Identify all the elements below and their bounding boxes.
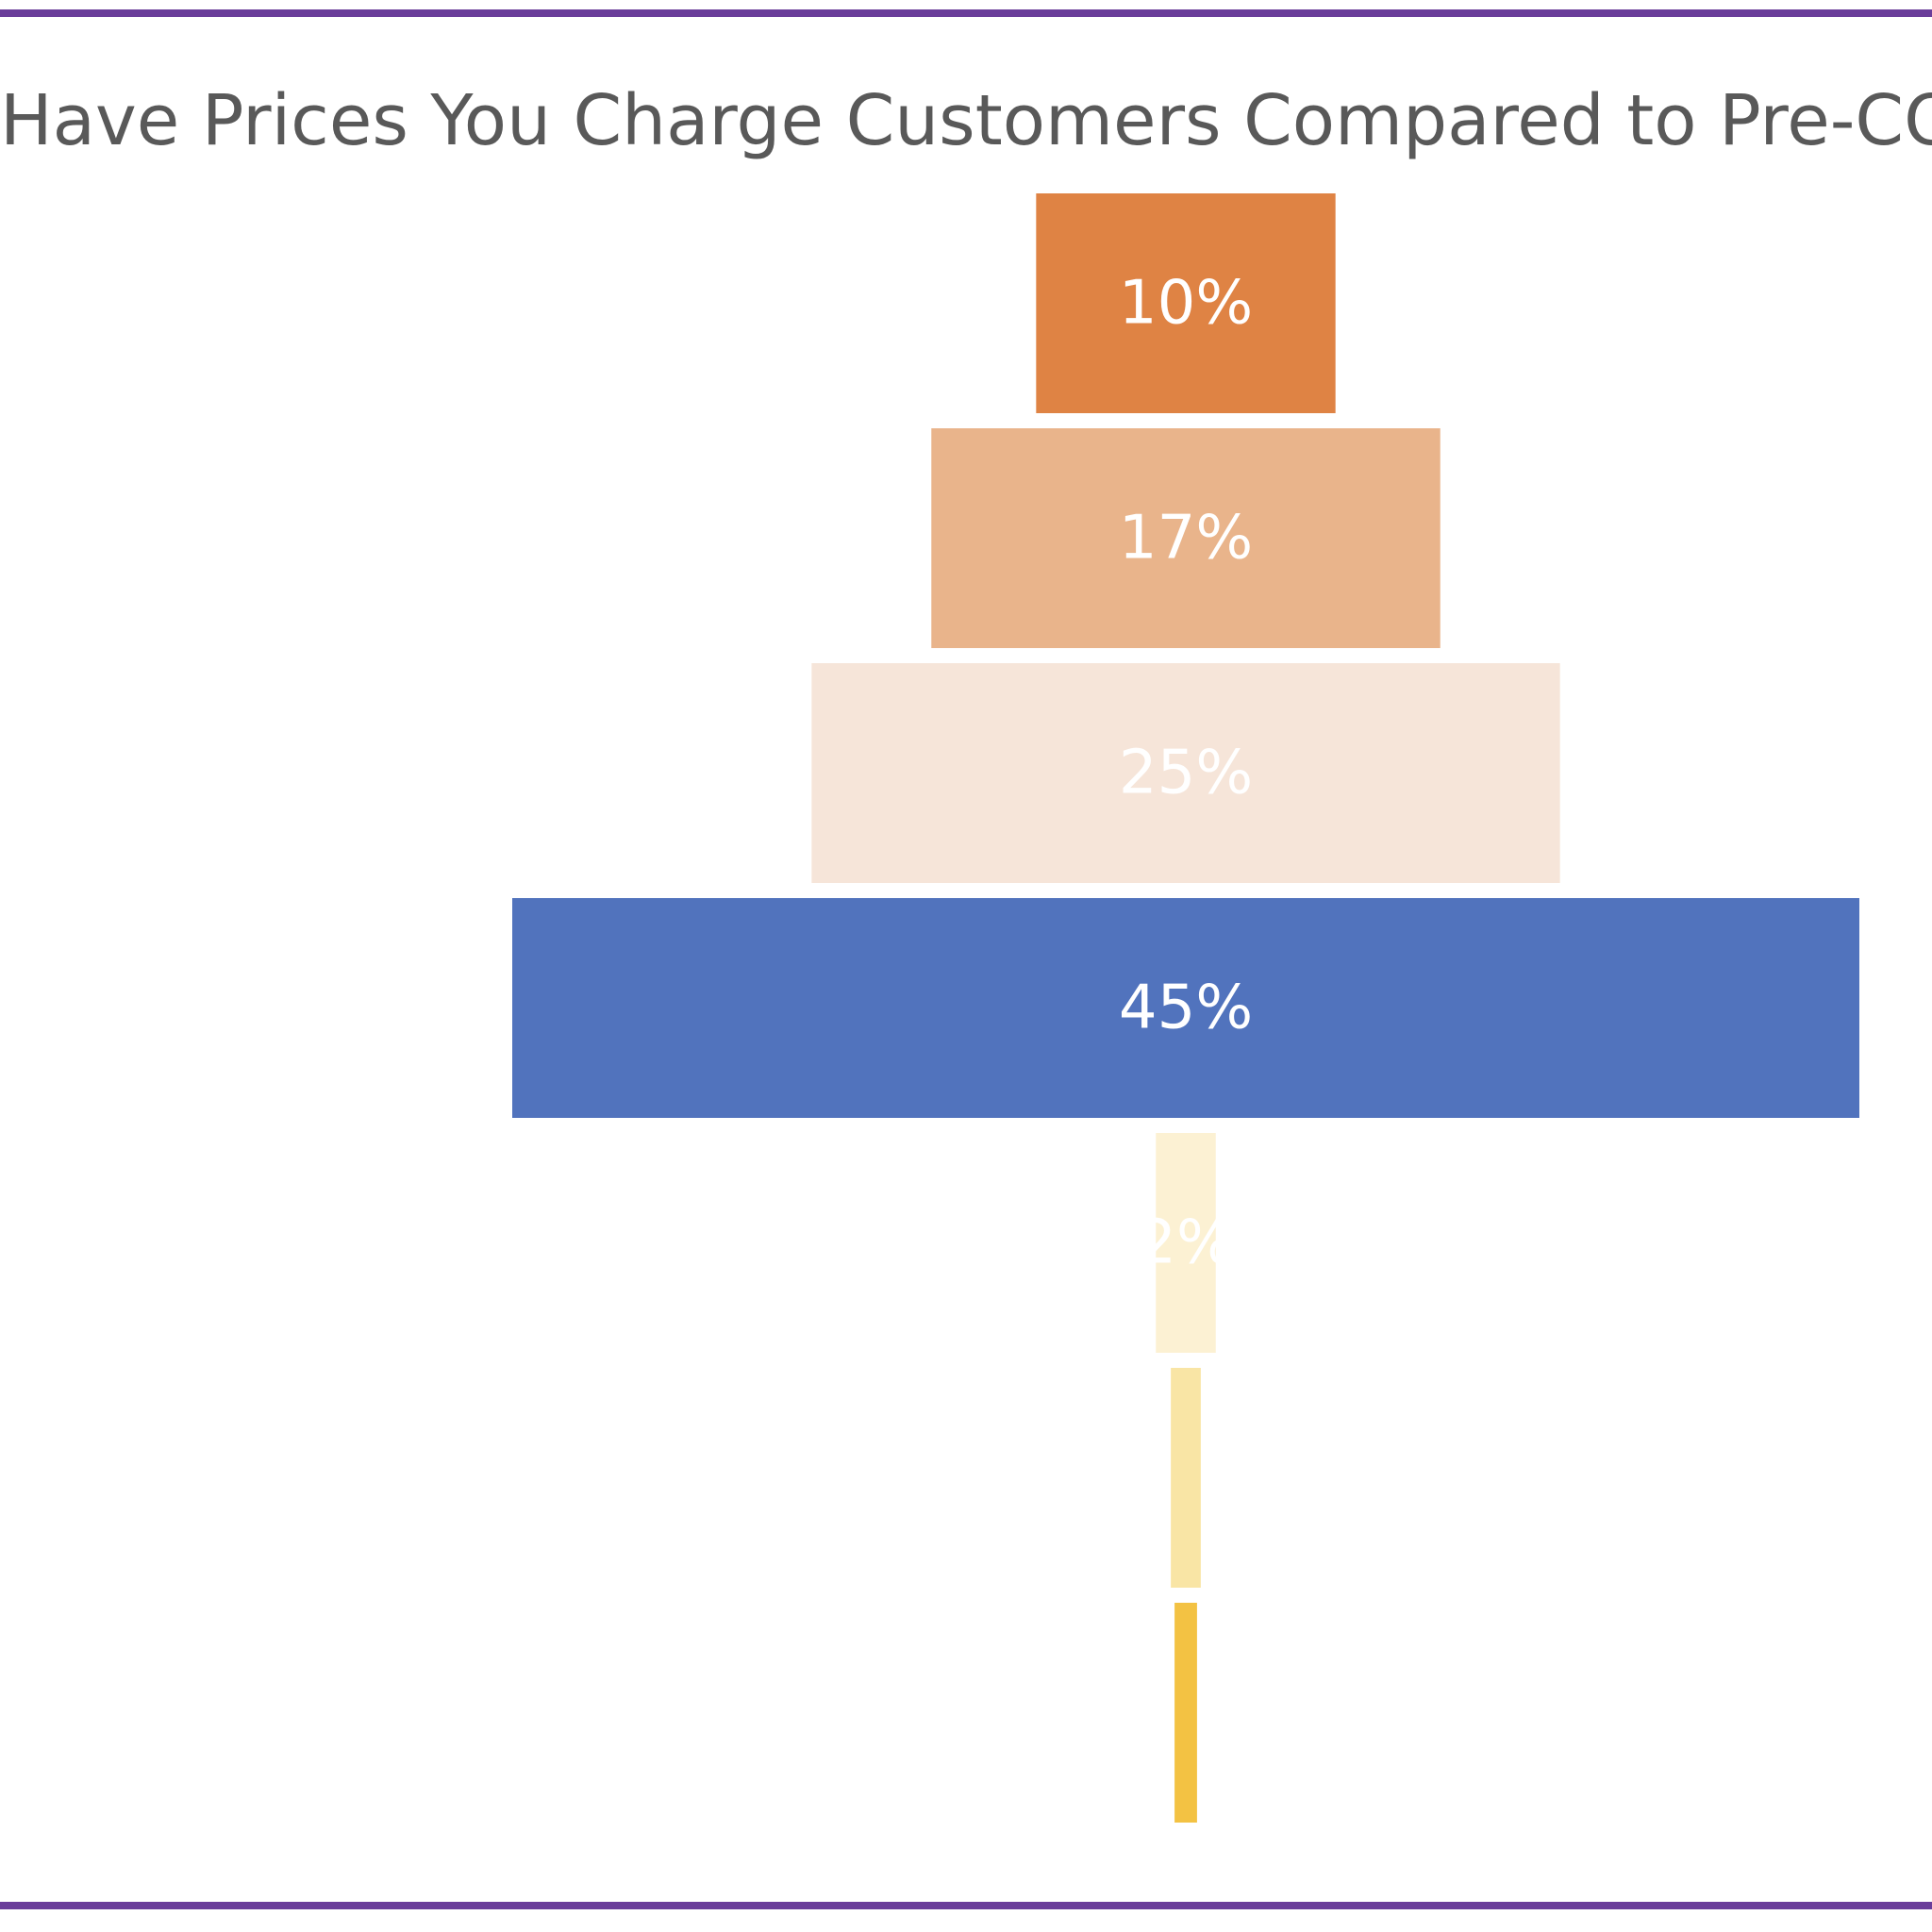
top-border (0, 9, 1932, 17)
funnel-bar-6 (1171, 1368, 1201, 1588)
data-label-4: 45% (1119, 974, 1253, 1043)
data-label-3: 25% (1119, 739, 1253, 808)
funnel-bar-5 (1156, 1133, 1216, 1353)
chart-title: Have Prices You Charge Customers Compare… (0, 80, 1932, 161)
data-label-1: 10% (1119, 269, 1253, 339)
funnel-bar-2 (931, 428, 1441, 648)
data-label-2: 17% (1119, 504, 1253, 574)
funnel-bar-1 (1036, 193, 1336, 413)
funnel-bar-3 (811, 663, 1560, 883)
bottom-border (0, 1902, 1932, 1909)
funnel-bar-7 (1174, 1603, 1197, 1823)
funnel-bar-4 (512, 898, 1859, 1118)
data-label-5: 2% (1138, 1208, 1234, 1278)
